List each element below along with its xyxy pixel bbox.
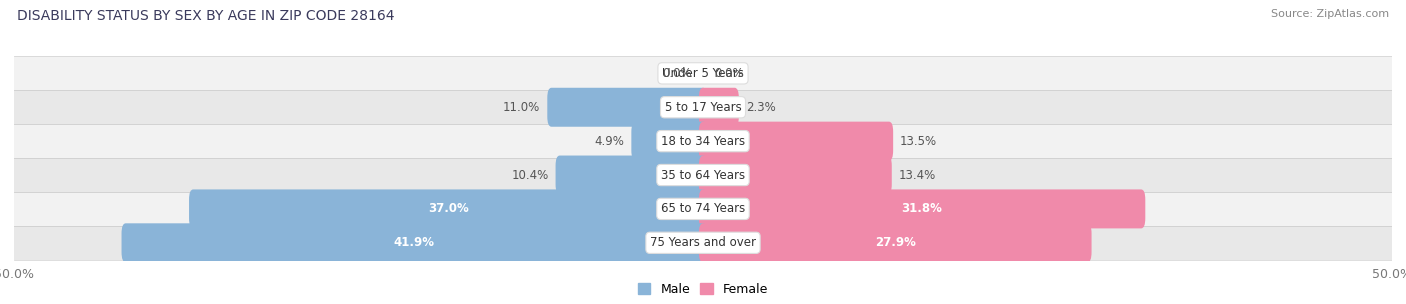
- FancyBboxPatch shape: [699, 122, 893, 161]
- Text: 41.9%: 41.9%: [394, 236, 434, 249]
- Bar: [14, 226, 1392, 260]
- FancyBboxPatch shape: [188, 189, 707, 228]
- Bar: [14, 90, 1392, 124]
- Bar: [14, 57, 1392, 90]
- FancyBboxPatch shape: [699, 88, 738, 127]
- Bar: [14, 124, 1392, 158]
- FancyBboxPatch shape: [547, 88, 707, 127]
- Text: 0.0%: 0.0%: [714, 67, 744, 80]
- Text: 2.3%: 2.3%: [745, 101, 776, 114]
- FancyBboxPatch shape: [699, 156, 891, 195]
- Bar: [14, 158, 1392, 192]
- Bar: [14, 192, 1392, 226]
- Text: 65 to 74 Years: 65 to 74 Years: [661, 202, 745, 216]
- Text: 35 to 64 Years: 35 to 64 Years: [661, 168, 745, 181]
- Text: Under 5 Years: Under 5 Years: [662, 67, 744, 80]
- Text: 18 to 34 Years: 18 to 34 Years: [661, 135, 745, 148]
- FancyBboxPatch shape: [121, 223, 707, 262]
- Text: 31.8%: 31.8%: [901, 202, 942, 216]
- Text: 4.9%: 4.9%: [595, 135, 624, 148]
- Text: 0.0%: 0.0%: [662, 67, 692, 80]
- Text: 10.4%: 10.4%: [512, 168, 548, 181]
- Text: 11.0%: 11.0%: [503, 101, 540, 114]
- Text: 27.9%: 27.9%: [875, 236, 915, 249]
- FancyBboxPatch shape: [555, 156, 707, 195]
- Legend: Male, Female: Male, Female: [633, 278, 773, 301]
- Text: 13.5%: 13.5%: [900, 135, 938, 148]
- Text: Source: ZipAtlas.com: Source: ZipAtlas.com: [1271, 9, 1389, 19]
- FancyBboxPatch shape: [699, 189, 1146, 228]
- Text: 75 Years and over: 75 Years and over: [650, 236, 756, 249]
- FancyBboxPatch shape: [631, 122, 707, 161]
- FancyBboxPatch shape: [699, 223, 1091, 262]
- Text: DISABILITY STATUS BY SEX BY AGE IN ZIP CODE 28164: DISABILITY STATUS BY SEX BY AGE IN ZIP C…: [17, 9, 394, 23]
- Text: 5 to 17 Years: 5 to 17 Years: [665, 101, 741, 114]
- Text: 13.4%: 13.4%: [898, 168, 936, 181]
- Text: 37.0%: 37.0%: [427, 202, 468, 216]
